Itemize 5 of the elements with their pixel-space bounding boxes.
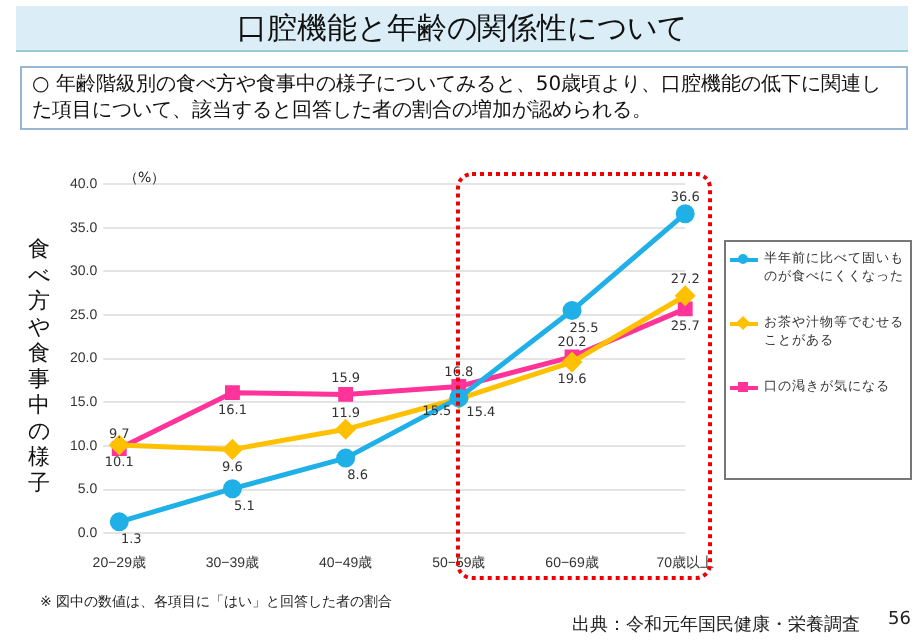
text: 56	[888, 610, 911, 630]
chart-subtitle: ○ 年齢階級別の食べ方や食事中の様子についてみると、50歳頃より、口腔機能の低下に関連した項目について、該当すると回答した者の割合の増加が認められる。	[20, 66, 908, 130]
text: 食べ方や食事中の様子	[28, 236, 50, 496]
source-note: 出典：令和元年国民健康・栄養調査	[572, 613, 860, 638]
chart-title: 口腔機能と年齢の関係性について	[16, 6, 908, 52]
